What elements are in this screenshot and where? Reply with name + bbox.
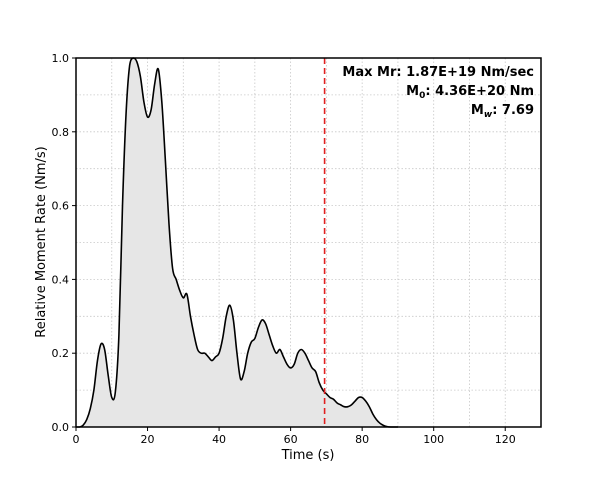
m0-prefix: M (406, 84, 419, 99)
y-tick-label: 0.2 (52, 347, 70, 360)
x-tick-label: 120 (495, 433, 516, 446)
y-tick-label: 1.0 (52, 52, 70, 65)
moment-magnitude-text: Mw: 7.69 (471, 103, 534, 120)
x-tick-label: 40 (212, 433, 226, 446)
y-tick-label: 0.4 (52, 273, 70, 286)
y-tick-label: 0.6 (52, 200, 70, 213)
x-axis-label: Time (s) (281, 448, 335, 463)
mw-value: : 7.69 (492, 103, 534, 118)
y-axis-ticks: 0.0 0.2 0.4 0.6 0.8 1.0 (52, 52, 76, 434)
x-tick-label: 20 (141, 433, 155, 446)
mw-prefix: M (471, 103, 484, 118)
m0-value: : 4.36E+20 Nm (425, 84, 534, 99)
x-tick-label: 60 (284, 433, 298, 446)
moment-rate-curve (76, 57, 398, 428)
y-tick-label: 0.8 (52, 126, 70, 139)
x-axis-ticks: 0 20 40 60 80 100 120 (73, 427, 516, 446)
plot-frame (75, 57, 542, 428)
y-tick-label: 0.0 (52, 421, 70, 434)
y-axis-label: Relative Moment Rate (Nm/s) (34, 146, 49, 337)
x-tick-label: 100 (423, 433, 444, 446)
seismic-moment-text: M0: 4.36E+20 Nm (406, 84, 534, 101)
max-moment-rate-text: Max Mr: 1.87E+19 Nm/sec (342, 65, 534, 80)
x-tick-label: 0 (73, 433, 80, 446)
moment-rate-area (76, 58, 398, 427)
annotation-box: Max Mr: 1.87E+19 Nm/sec M0: 4.36E+20 Nm … (342, 65, 534, 120)
m0-subscript: 0 (419, 91, 425, 101)
mw-subscript: w (484, 110, 493, 120)
x-tick-label: 80 (355, 433, 369, 446)
